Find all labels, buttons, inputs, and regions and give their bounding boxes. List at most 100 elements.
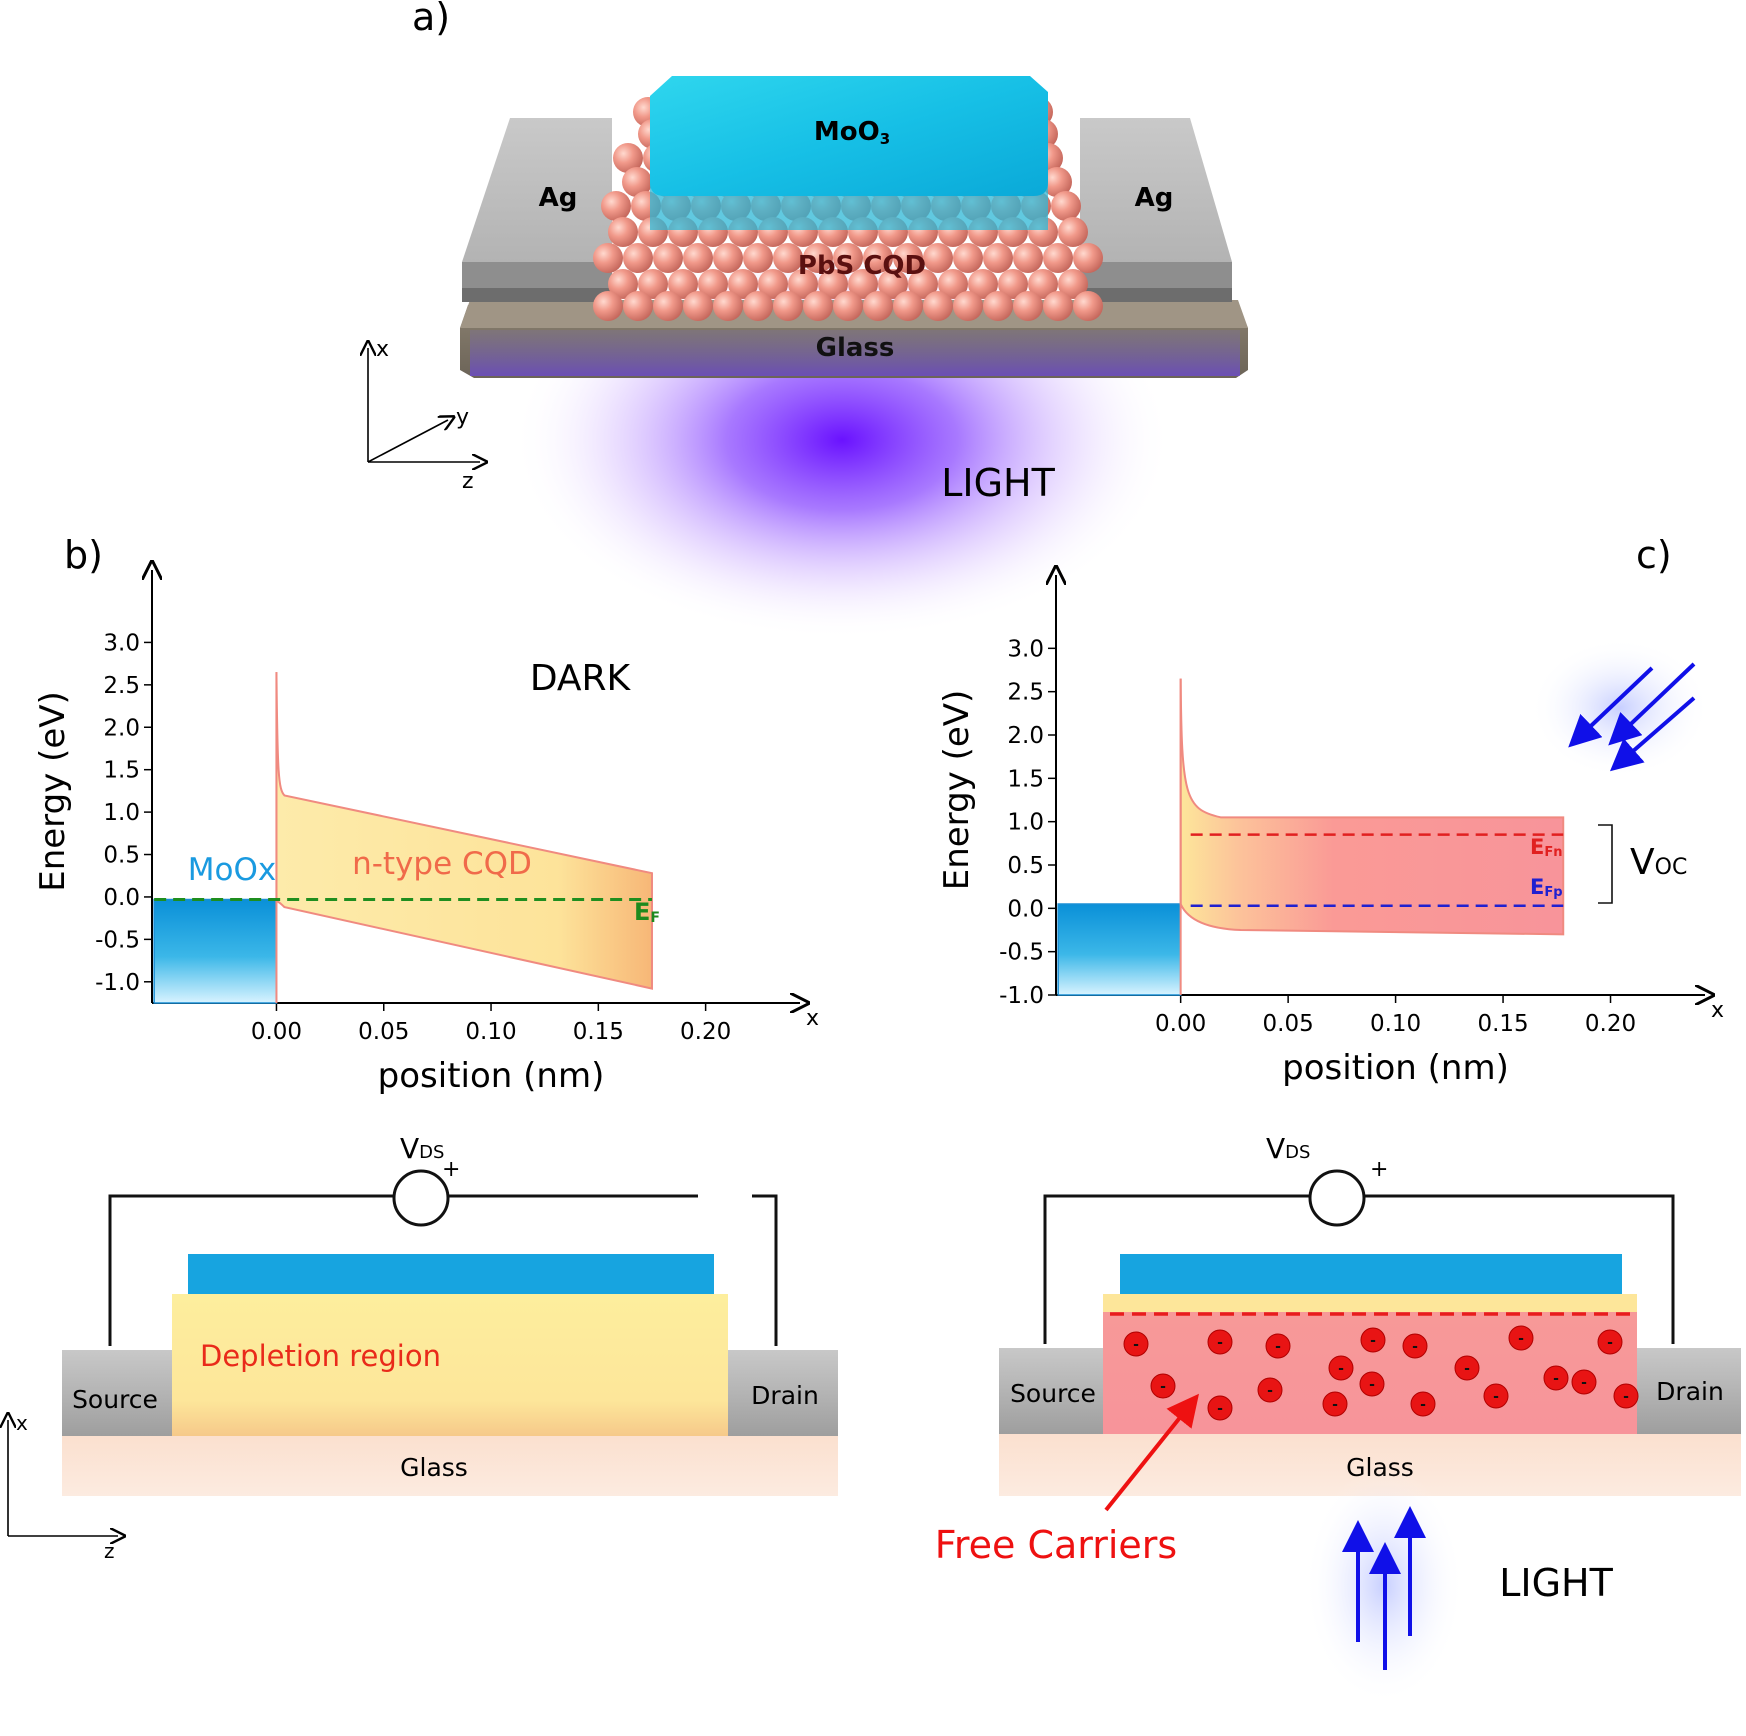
y-axis-title: Energy (eV) [937,690,977,891]
drain-contact-b [728,1350,838,1436]
voltage-source-c [1308,1169,1366,1227]
voc-bracket [1598,824,1613,904]
y-tick-label: -0.5 [95,927,140,953]
svg-text:-: - [1275,1339,1281,1355]
quantum-dot [923,291,953,321]
efp-label: EFp [1530,875,1563,900]
band-diagram-dark: 3.0 2.5 2.0 1.5 1.0 0.5 0.0 -0.5 -1.0 0.00 0.05 0.1… [33,570,819,1096]
quantum-dot [818,269,848,299]
wire-left-b [108,1194,698,1346]
x-tick-label: 0.15 [1477,1011,1528,1037]
drain-label-c: Drain [1656,1377,1724,1406]
svg-text:-: - [1581,1375,1587,1391]
dark-label: DARK [530,658,632,699]
y-tick-label: 3.0 [1007,636,1044,662]
free-carrier-electron: - [1508,1325,1534,1351]
svg-text:-: - [1493,1389,1499,1405]
svg-text:-: - [1464,1361,1470,1377]
moox-block [1057,903,1182,996]
quantum-dot [758,269,788,299]
quantum-dot [743,291,773,321]
axes-indicator-a [368,348,480,462]
svg-text:-: - [1370,1333,1376,1349]
quantum-dot [608,217,638,247]
free-carrier-electron: - [1597,1329,1623,1355]
quantum-dot [1043,291,1073,321]
free-carrier-electron: - [1410,1391,1436,1417]
ag-electrode-right [1080,118,1232,302]
y-tick-label: 1.5 [103,758,140,784]
quantum-dot [601,191,631,221]
panel-b: b) DARK 3.0 2.5 2.0 1.5 1.0 0.5 0.0 -0.5 -1.0 0.0… [8,533,838,1563]
moo3-label: MoO3 [814,117,890,148]
quantum-dot [863,243,893,273]
free-carrier-electron: - [1359,1371,1385,1397]
svg-text:-: - [1553,1371,1559,1387]
x-tick-label: 0.10 [1370,1011,1421,1037]
quantum-dot [683,243,713,273]
free-carrier-electron: - [1483,1383,1509,1409]
source-contact-b [62,1350,172,1436]
free-carrier-electron: - [1322,1391,1348,1417]
quantum-dot [1013,243,1043,273]
quantum-dot [773,243,803,273]
cqd-top-strip-c [1103,1294,1637,1312]
vds-label-c: VDS [1266,1132,1310,1165]
quantum-dot [893,291,923,321]
moox-layer-c [1120,1254,1622,1294]
band-diagram-light: 3.0 2.5 2.0 1.5 1.0 0.5 0.0 -0.5 -1.0 0.00 0.05 0.1… [937,575,1724,1088]
axis-x-label-a: x [376,337,389,362]
quantum-dot [1028,269,1058,299]
ag-left-label: Ag [539,183,578,213]
svg-text:-: - [1217,1401,1223,1417]
y-tick-label: 2.5 [103,673,140,699]
quantum-dot [908,269,938,299]
x-axis-end-label: x [806,1006,819,1031]
free-carrier-electron: - [1613,1383,1639,1409]
quantum-dot [1058,269,1088,299]
free-carrier-electron: - [1123,1331,1149,1357]
quantum-dot [1051,191,1081,221]
quantum-dot [848,269,878,299]
quantum-dot [622,167,652,197]
panel-a: a) MoO3 Ag Ag PbS CQD [368,0,1248,640]
moox-label: MoOx [188,852,276,888]
x-tick-label: 0.05 [358,1019,409,1045]
glass-substrate-b [62,1436,838,1496]
light-arrows-c [1568,662,1696,772]
light-label-a: LIGHT [941,461,1055,505]
y-tick-label: 0.5 [1007,853,1044,879]
y-tick-label: 2.0 [103,715,140,741]
plus-sign-b: + [442,1157,460,1182]
quantum-dot [893,243,923,273]
x-tick-label: 0.00 [251,1019,302,1045]
axis-x-label-b: x [16,1411,28,1435]
plus-sign-c: + [1370,1157,1388,1182]
y-tick-label: 1.5 [1007,766,1044,792]
x-tick-label: 0.20 [680,1019,731,1045]
y-tick-label: -1.0 [95,970,140,996]
depletion-region-label: Depletion region [200,1339,441,1373]
drain-label-b: Drain [751,1381,819,1410]
free-carrier-electron: - [1207,1395,1233,1421]
moo3-layer [650,76,1048,230]
panel-b-label: b) [64,533,103,577]
ag-electrode-left [462,118,612,302]
axis-z-label-b: z [104,1539,115,1563]
quantum-dot [878,269,908,299]
quantum-dot [593,243,623,273]
panel-c: c) 3.0 2.5 2.0 1.5 1.0 0.5 0.0 -0.5 -1.0 0.00 0.05… [935,533,1741,1705]
free-carriers-pointer [1104,1393,1199,1512]
free-carrier-electron: - [1265,1333,1291,1359]
cqd-layer-b [172,1294,728,1436]
quantum-dot [1042,167,1072,197]
glass-substrate [460,300,1248,378]
quantum-dot [623,243,653,273]
device-light: VDS + Glass Source Drain ---------------… [935,1132,1741,1705]
free-carriers: - - - - - - - - - - - - - - - - - - - [1123,1325,1639,1421]
glass-label-b: Glass [400,1453,468,1482]
quantum-dot [983,243,1013,273]
svg-text:-: - [1607,1335,1613,1351]
svg-text:-: - [1217,1335,1223,1351]
quantum-dot [1073,291,1103,321]
